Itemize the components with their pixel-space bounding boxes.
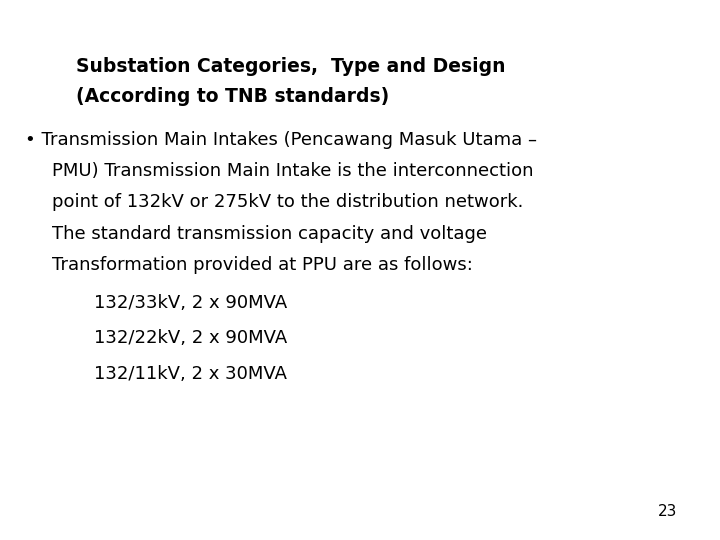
Text: 132/11kV, 2 x 30MVA: 132/11kV, 2 x 30MVA — [94, 365, 287, 383]
Text: The standard transmission capacity and voltage: The standard transmission capacity and v… — [52, 225, 487, 242]
Text: Transformation provided at PPU are as follows:: Transformation provided at PPU are as fo… — [52, 256, 473, 274]
Text: point of 132kV or 275kV to the distribution network.: point of 132kV or 275kV to the distribut… — [52, 193, 523, 211]
Text: (According to TNB standards): (According to TNB standards) — [76, 87, 389, 106]
Text: PMU) Transmission Main Intake is the interconnection: PMU) Transmission Main Intake is the int… — [52, 162, 534, 180]
Text: • Transmission Main Intakes (Pencawang Masuk Utama –: • Transmission Main Intakes (Pencawang M… — [25, 131, 537, 149]
Text: Substation Categories,  Type and Design: Substation Categories, Type and Design — [76, 57, 505, 76]
Text: 23: 23 — [657, 504, 677, 519]
Text: 132/33kV, 2 x 90MVA: 132/33kV, 2 x 90MVA — [94, 294, 287, 312]
Text: 132/22kV, 2 x 90MVA: 132/22kV, 2 x 90MVA — [94, 329, 287, 347]
